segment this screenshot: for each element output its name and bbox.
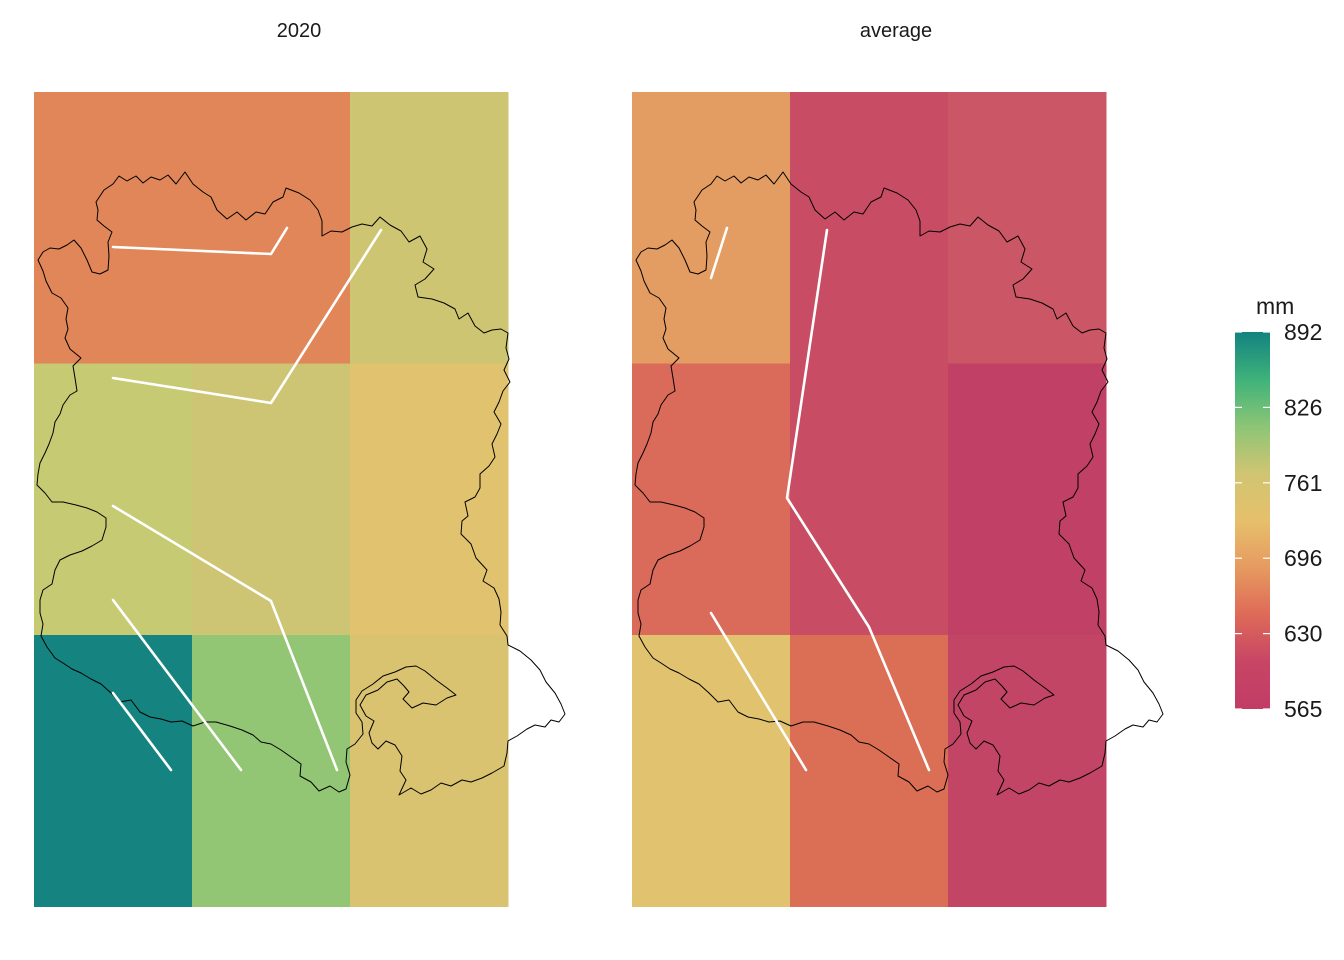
grid-cell (192, 635, 351, 907)
legend-tick-label: 892 (1284, 319, 1322, 345)
grid-cell (632, 92, 791, 364)
grid-cell (948, 363, 1107, 636)
panel-title-average: average (860, 20, 932, 42)
route-line (785, 228, 931, 772)
legend-tick-label: 630 (1284, 621, 1322, 647)
panel-2020: 2020 (34, 20, 566, 907)
legend-tick-label: 826 (1284, 394, 1322, 420)
region-outline-2020 (36, 171, 566, 796)
route-line (709, 226, 729, 280)
precip-grid-average (632, 92, 1107, 907)
route-line (111, 691, 173, 772)
grid-cell (350, 363, 509, 636)
legend-title: mm (1256, 293, 1294, 319)
legend-colorbar (1235, 332, 1270, 709)
color-legend: mm 892 826 761 696 630 565 (1235, 293, 1322, 722)
route-line (709, 611, 808, 772)
precip-grid-2020 (34, 92, 509, 907)
route-line (111, 598, 243, 772)
grid-cell (192, 363, 351, 636)
grid-cell (34, 92, 193, 364)
grid-cell (790, 92, 949, 364)
grid-cell (34, 363, 193, 636)
grid-cell (350, 635, 509, 907)
legend-tick-label: 565 (1284, 696, 1322, 722)
grid-cell (632, 635, 791, 907)
legend-tick-label: 696 (1284, 545, 1322, 571)
routes-2020 (111, 226, 383, 772)
region-outline-average (634, 171, 1164, 796)
route-line (111, 226, 289, 256)
legend-tick-label: 761 (1284, 470, 1322, 496)
panel-average: average (632, 20, 1164, 907)
grid-cell (948, 92, 1107, 364)
route-line (111, 504, 339, 772)
grid-cell (948, 635, 1107, 907)
grid-cell (350, 92, 509, 364)
grid-cell (632, 363, 791, 636)
legend-ticks: 892 826 761 696 630 565 (1235, 319, 1322, 722)
grid-cell (790, 635, 949, 907)
grid-cell (34, 635, 193, 907)
grid-cell (790, 363, 949, 636)
routes-average (709, 226, 931, 772)
panel-title-2020: 2020 (277, 20, 322, 42)
route-line (111, 228, 383, 405)
grid-cell (192, 92, 351, 364)
